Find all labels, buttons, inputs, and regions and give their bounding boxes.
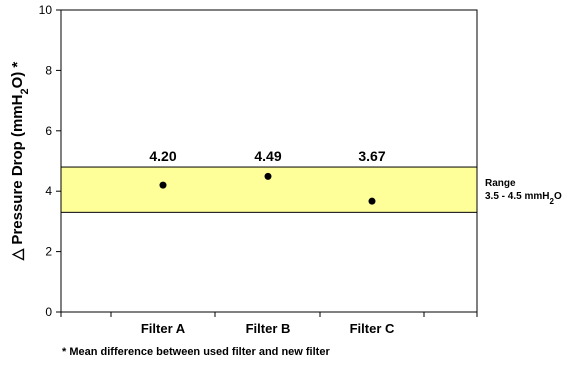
y-axis-label-subscript: 2 [19, 88, 31, 94]
y-tick-label: 2 [45, 245, 52, 259]
x-category-label: Filter C [350, 321, 395, 336]
range-label-line2-subscript: 2 [549, 197, 554, 206]
x-axis-ticks: Filter A Filter B Filter C [60, 312, 478, 336]
range-label-line2-prefix: 3.5 - 4.5 mmH [485, 191, 549, 202]
data-point [368, 197, 376, 205]
data-label: 4.49 [254, 148, 281, 164]
y-tick-label: 0 [45, 305, 52, 319]
y-tick-label: 6 [45, 124, 52, 138]
y-axis-ticks: 0 2 4 6 8 10 [39, 3, 61, 319]
data-label: 3.67 [358, 148, 385, 164]
y-axis-label-suffix: O) * [9, 62, 26, 89]
plot-frame [60, 9, 478, 313]
data-point [159, 181, 167, 189]
y-axis-label-prefix: △ Pressure Drop (mmH [9, 95, 26, 262]
range-label: Range 3.5 - 4.5 mmH2O [485, 178, 562, 206]
x-category-label: Filter B [246, 321, 291, 336]
range-label-line2-suffix: O [554, 191, 562, 202]
svg-text:△ Pressure Drop (mmH2O) *: △ Pressure Drop (mmH2O) * [9, 62, 31, 262]
x-category-label: Filter A [141, 321, 186, 336]
y-tick-label: 8 [45, 63, 52, 77]
chart: 0 2 4 6 8 10 Filter A Filter B Filter C 4.20 4.4… [9, 3, 562, 336]
data-point [264, 172, 272, 180]
y-axis-label: △ Pressure Drop (mmH2O) * [9, 62, 31, 262]
footnote: * Mean difference between used filter an… [62, 346, 330, 358]
y-tick-label: 4 [45, 184, 52, 198]
range-label-line1: Range [485, 178, 516, 189]
data-label: 4.20 [149, 148, 176, 164]
data-points: 4.20 4.49 3.67 [149, 148, 386, 205]
y-tick-label: 10 [39, 3, 53, 17]
svg-text:3.5 - 4.5 mmH2O: 3.5 - 4.5 mmH2O [485, 191, 562, 206]
